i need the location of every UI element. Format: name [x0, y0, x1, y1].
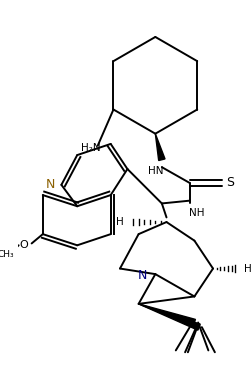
Text: CH₃: CH₃ [0, 250, 14, 259]
Text: H: H [243, 263, 250, 274]
Polygon shape [138, 304, 199, 330]
Text: O: O [20, 240, 28, 250]
Text: NH: NH [188, 208, 203, 218]
Text: H: H [115, 217, 123, 227]
Text: N: N [137, 269, 146, 283]
Polygon shape [138, 304, 195, 326]
Text: S: S [225, 176, 233, 189]
Polygon shape [155, 134, 164, 160]
Text: H₂N: H₂N [81, 143, 100, 152]
Text: N: N [45, 178, 55, 191]
Text: HN: HN [147, 166, 163, 176]
